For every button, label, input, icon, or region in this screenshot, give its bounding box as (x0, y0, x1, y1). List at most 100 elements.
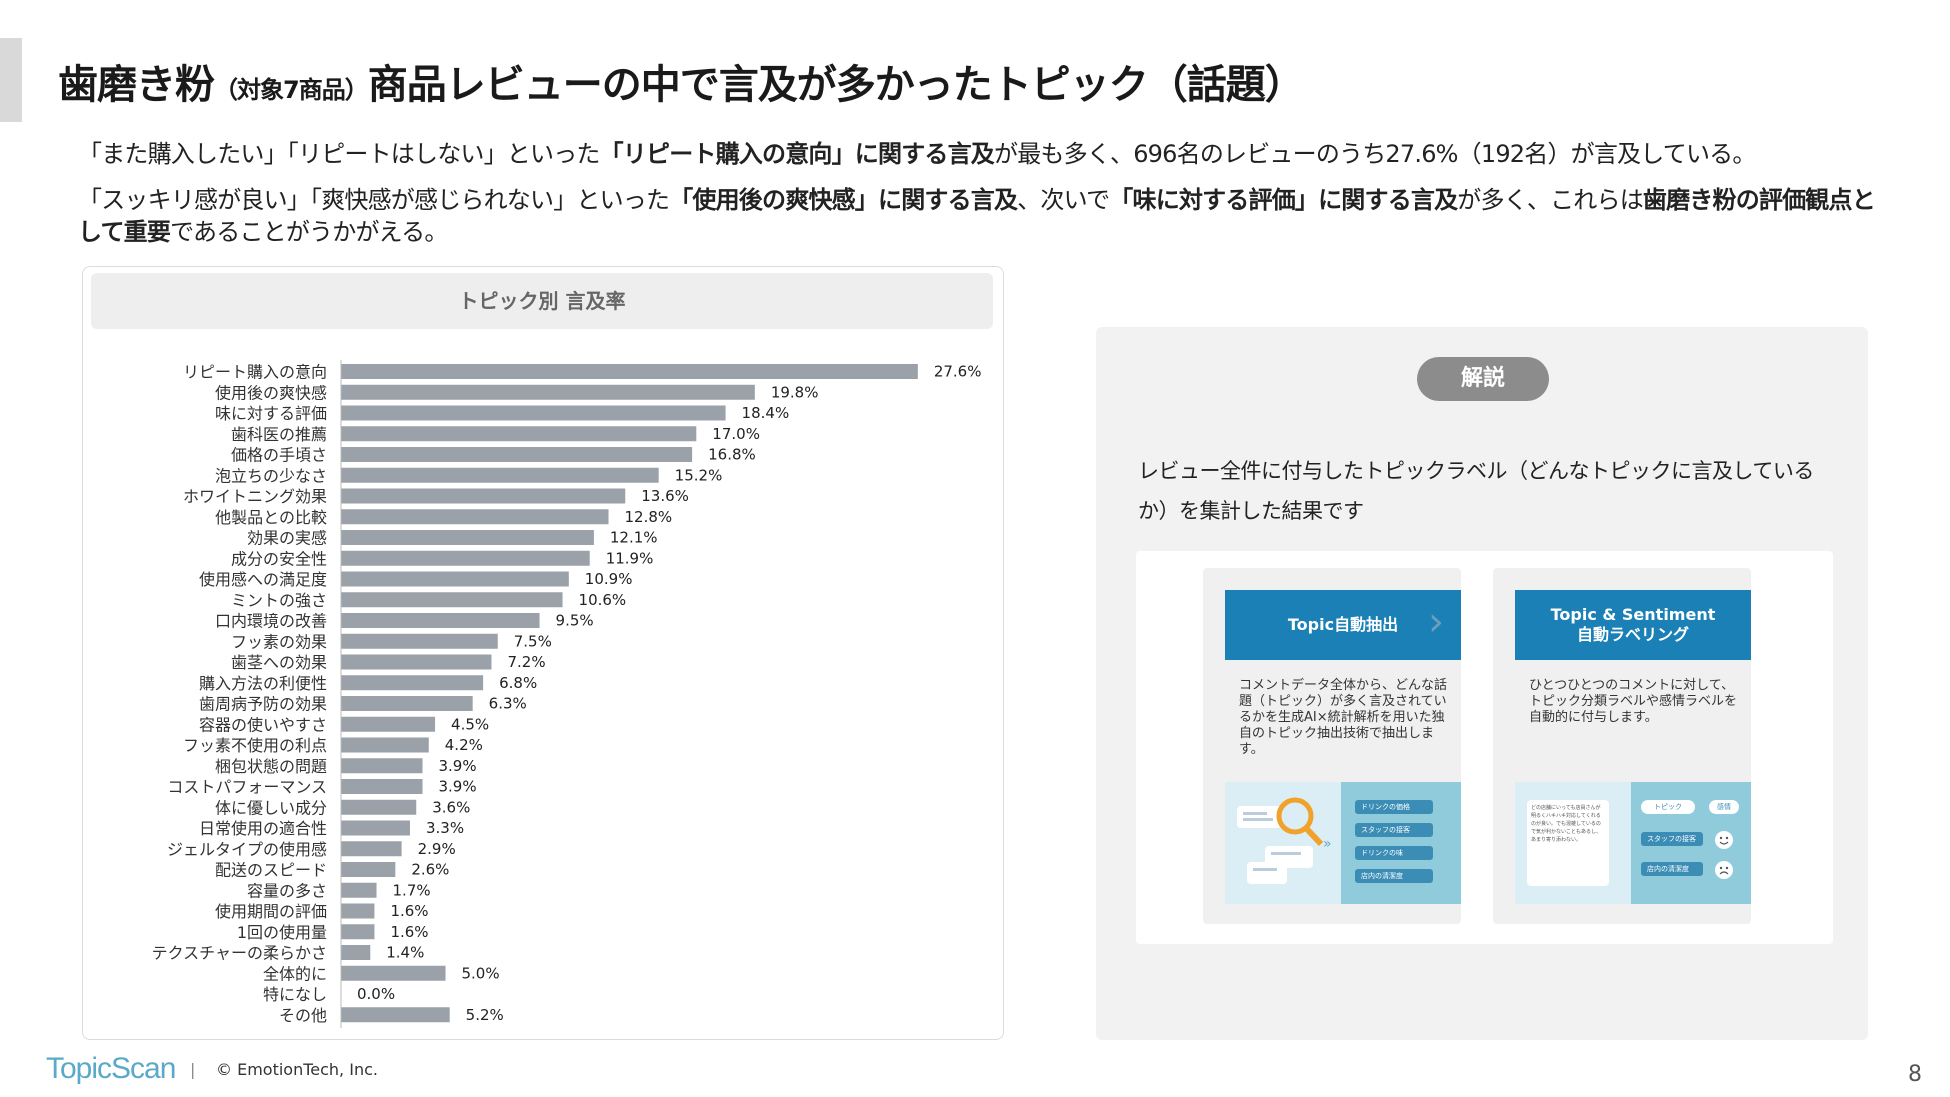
category-label: 歯茎への効果 (231, 653, 327, 672)
category-label: 配送のスピード (215, 861, 327, 880)
value-label: 10.9% (585, 570, 633, 588)
lead2-segment: 歯磨き粉の評価観点として重要 (78, 186, 1876, 246)
lead2-segment: が多く、これらは (1457, 186, 1643, 214)
value-label: 3.3% (426, 819, 464, 837)
category-label: 特になし (263, 985, 327, 1004)
category-label: 歯科医の推薦 (231, 425, 327, 444)
footer-separator: | (190, 1060, 196, 1079)
category-label: 容器の使いやすさ (199, 715, 327, 734)
value-label: 3.9% (439, 778, 477, 796)
bar (341, 945, 371, 960)
value-label: 7.5% (514, 632, 552, 650)
card2-title: Topic & Sentiment 自動ラベリング (1515, 590, 1751, 660)
category-label: 使用感への満足度 (199, 570, 327, 589)
title-main: 歯磨き粉 (58, 62, 215, 108)
value-label: 6.8% (499, 674, 537, 692)
lead2-segment: 、次いで (1017, 186, 1110, 214)
tag-staff-service-2: スタッフの接客 (1641, 832, 1703, 846)
value-label: 17.0% (712, 425, 760, 443)
tag-drink-taste: ドリンクの味 (1355, 846, 1433, 860)
category-label: 購入方法の利便性 (199, 674, 327, 693)
value-label: 1.6% (390, 923, 428, 941)
category-label: フッ素不使用の利点 (183, 736, 327, 755)
value-label: 15.2% (675, 466, 723, 484)
bar (341, 405, 726, 421)
bar (341, 654, 492, 670)
page-title: 歯磨き粉（対象7商品）商品レビューの中で言及が多かったトピック（話題） (58, 52, 1305, 110)
card2-illustration: どの店舗にいっても店員さんが明るくハキハキ対応してくれるのが良い。でも混雑してい… (1515, 782, 1751, 904)
emotion-icons (1715, 831, 1733, 879)
card2-title-line2: 自動ラベリング (1576, 625, 1689, 644)
tag-store-cleanliness: 店内の清潔度 (1355, 869, 1433, 883)
category-label: 梱包状態の問題 (215, 757, 327, 776)
bar (341, 467, 659, 483)
bar (341, 613, 540, 628)
tag-drink-price: ドリンクの価格 (1355, 800, 1433, 814)
bar (341, 965, 446, 981)
process-diagram: Topic自動抽出 コメントデータ全体から、どんな話題（トピック）が多く言及され… (1136, 551, 1833, 944)
sample-comment: どの店舗にいっても店員さんが明るくハキハキ対応してくれるのが良い。でも混雑してい… (1527, 800, 1609, 886)
lead2-segment: 「味に対する評価」に関する言及 (1109, 186, 1458, 214)
value-label: 12.8% (625, 508, 673, 526)
bar (341, 675, 484, 691)
chart-title: トピック別 言及率 (91, 273, 993, 329)
bar (341, 862, 396, 877)
value-label: 7.2% (507, 653, 545, 671)
category-label: その他 (279, 1006, 327, 1025)
search-chat-icon: » (1237, 797, 1332, 884)
copyright: © EmotionTech, Inc. (216, 1060, 378, 1079)
value-label: 4.5% (451, 715, 489, 733)
lead1-segment: 「また購入したい」「リピートはしない」といった (78, 140, 600, 168)
title-accent-bar (0, 38, 22, 122)
category-label: 口内環境の改善 (215, 612, 327, 631)
bar (341, 716, 436, 732)
value-label: 0.0% (357, 985, 395, 1003)
category-label: ミントの強さ (231, 591, 327, 610)
explanation-panel: 解説 レビュー全件に付与したトピックラベル（どんなトピックに言及しているか）を集… (1096, 327, 1868, 1040)
category-label: 容量の多さ (247, 881, 327, 900)
page-number: 8 (1908, 1062, 1922, 1087)
tag-store-cleanliness-2: 店内の清潔度 (1641, 862, 1703, 876)
explanation-text: レビュー全件に付与したトピックラベル（どんなトピックに言及しているか）を集計した… (1138, 459, 1814, 523)
bar (341, 758, 423, 774)
chart-panel: トピック別 言及率 リピート購入の意向 27.6% 使用後の爽快感 19.8% 味に対す… (82, 266, 1004, 1040)
value-label: 9.5% (556, 612, 594, 630)
card1-illustration: » ドリンクの価格 スタッフの接客 ドリンクの味 店内の清潔度 (1225, 782, 1461, 904)
value-label: 13.6% (641, 487, 689, 505)
category-label: 成分の安全性 (231, 549, 327, 568)
bar (341, 364, 918, 379)
bar (341, 530, 594, 545)
lead-paragraph-2: 「スッキリ感が良い」「爽快感が感じられない」といった「使用後の爽快感」に関する言… (78, 184, 1878, 248)
value-label: 2.9% (418, 840, 456, 858)
bar (341, 841, 402, 857)
category-label: 日常使用の適合性 (199, 819, 327, 838)
tag-staff-service: スタッフの接客 (1355, 823, 1433, 837)
topic-bar-chart: リピート購入の意向 27.6% 使用後の爽快感 19.8% 味に対する評価 18.4% 歯科… (152, 360, 982, 1028)
value-label: 27.6% (934, 363, 982, 381)
explanation-pill: 解説 (1417, 357, 1549, 401)
card1-desc: コメントデータ全体から、どんな話題（トピック）が多く言及されているかを生成AI×… (1239, 678, 1448, 757)
category-label: 体に優しい成分 (215, 798, 327, 817)
bar (341, 1007, 450, 1023)
bar (341, 571, 569, 587)
bar (341, 924, 375, 940)
category-label: 1回の使用量 (237, 923, 327, 942)
category-label: 使用後の爽快感 (215, 383, 327, 402)
topicscan-logo: TopicScan (46, 1052, 176, 1085)
category-label: フッ素の効果 (231, 632, 327, 651)
title-rest: 商品レビューの中で言及が多かったトピック（話題） (367, 62, 1305, 108)
category-label: 泡立ちの少なさ (215, 466, 327, 485)
card-auto-labeling: Topic & Sentiment 自動ラベリング ひとつひとつのコメントに対して… (1493, 568, 1751, 924)
bar (341, 550, 590, 566)
value-label: 5.2% (466, 1006, 504, 1024)
value-label: 4.2% (445, 736, 483, 754)
card1-title: Topic自動抽出 (1225, 590, 1461, 660)
category-label: 味に対する評価 (215, 404, 327, 423)
value-label: 2.6% (411, 861, 449, 879)
value-label: 11.9% (606, 549, 654, 567)
bar (341, 488, 626, 504)
category-label: 価格の手頃さ (231, 446, 327, 465)
svg-text:»: » (1323, 836, 1332, 852)
bar (341, 882, 377, 898)
category-label: テクスチャーの柔らかさ (152, 944, 327, 963)
